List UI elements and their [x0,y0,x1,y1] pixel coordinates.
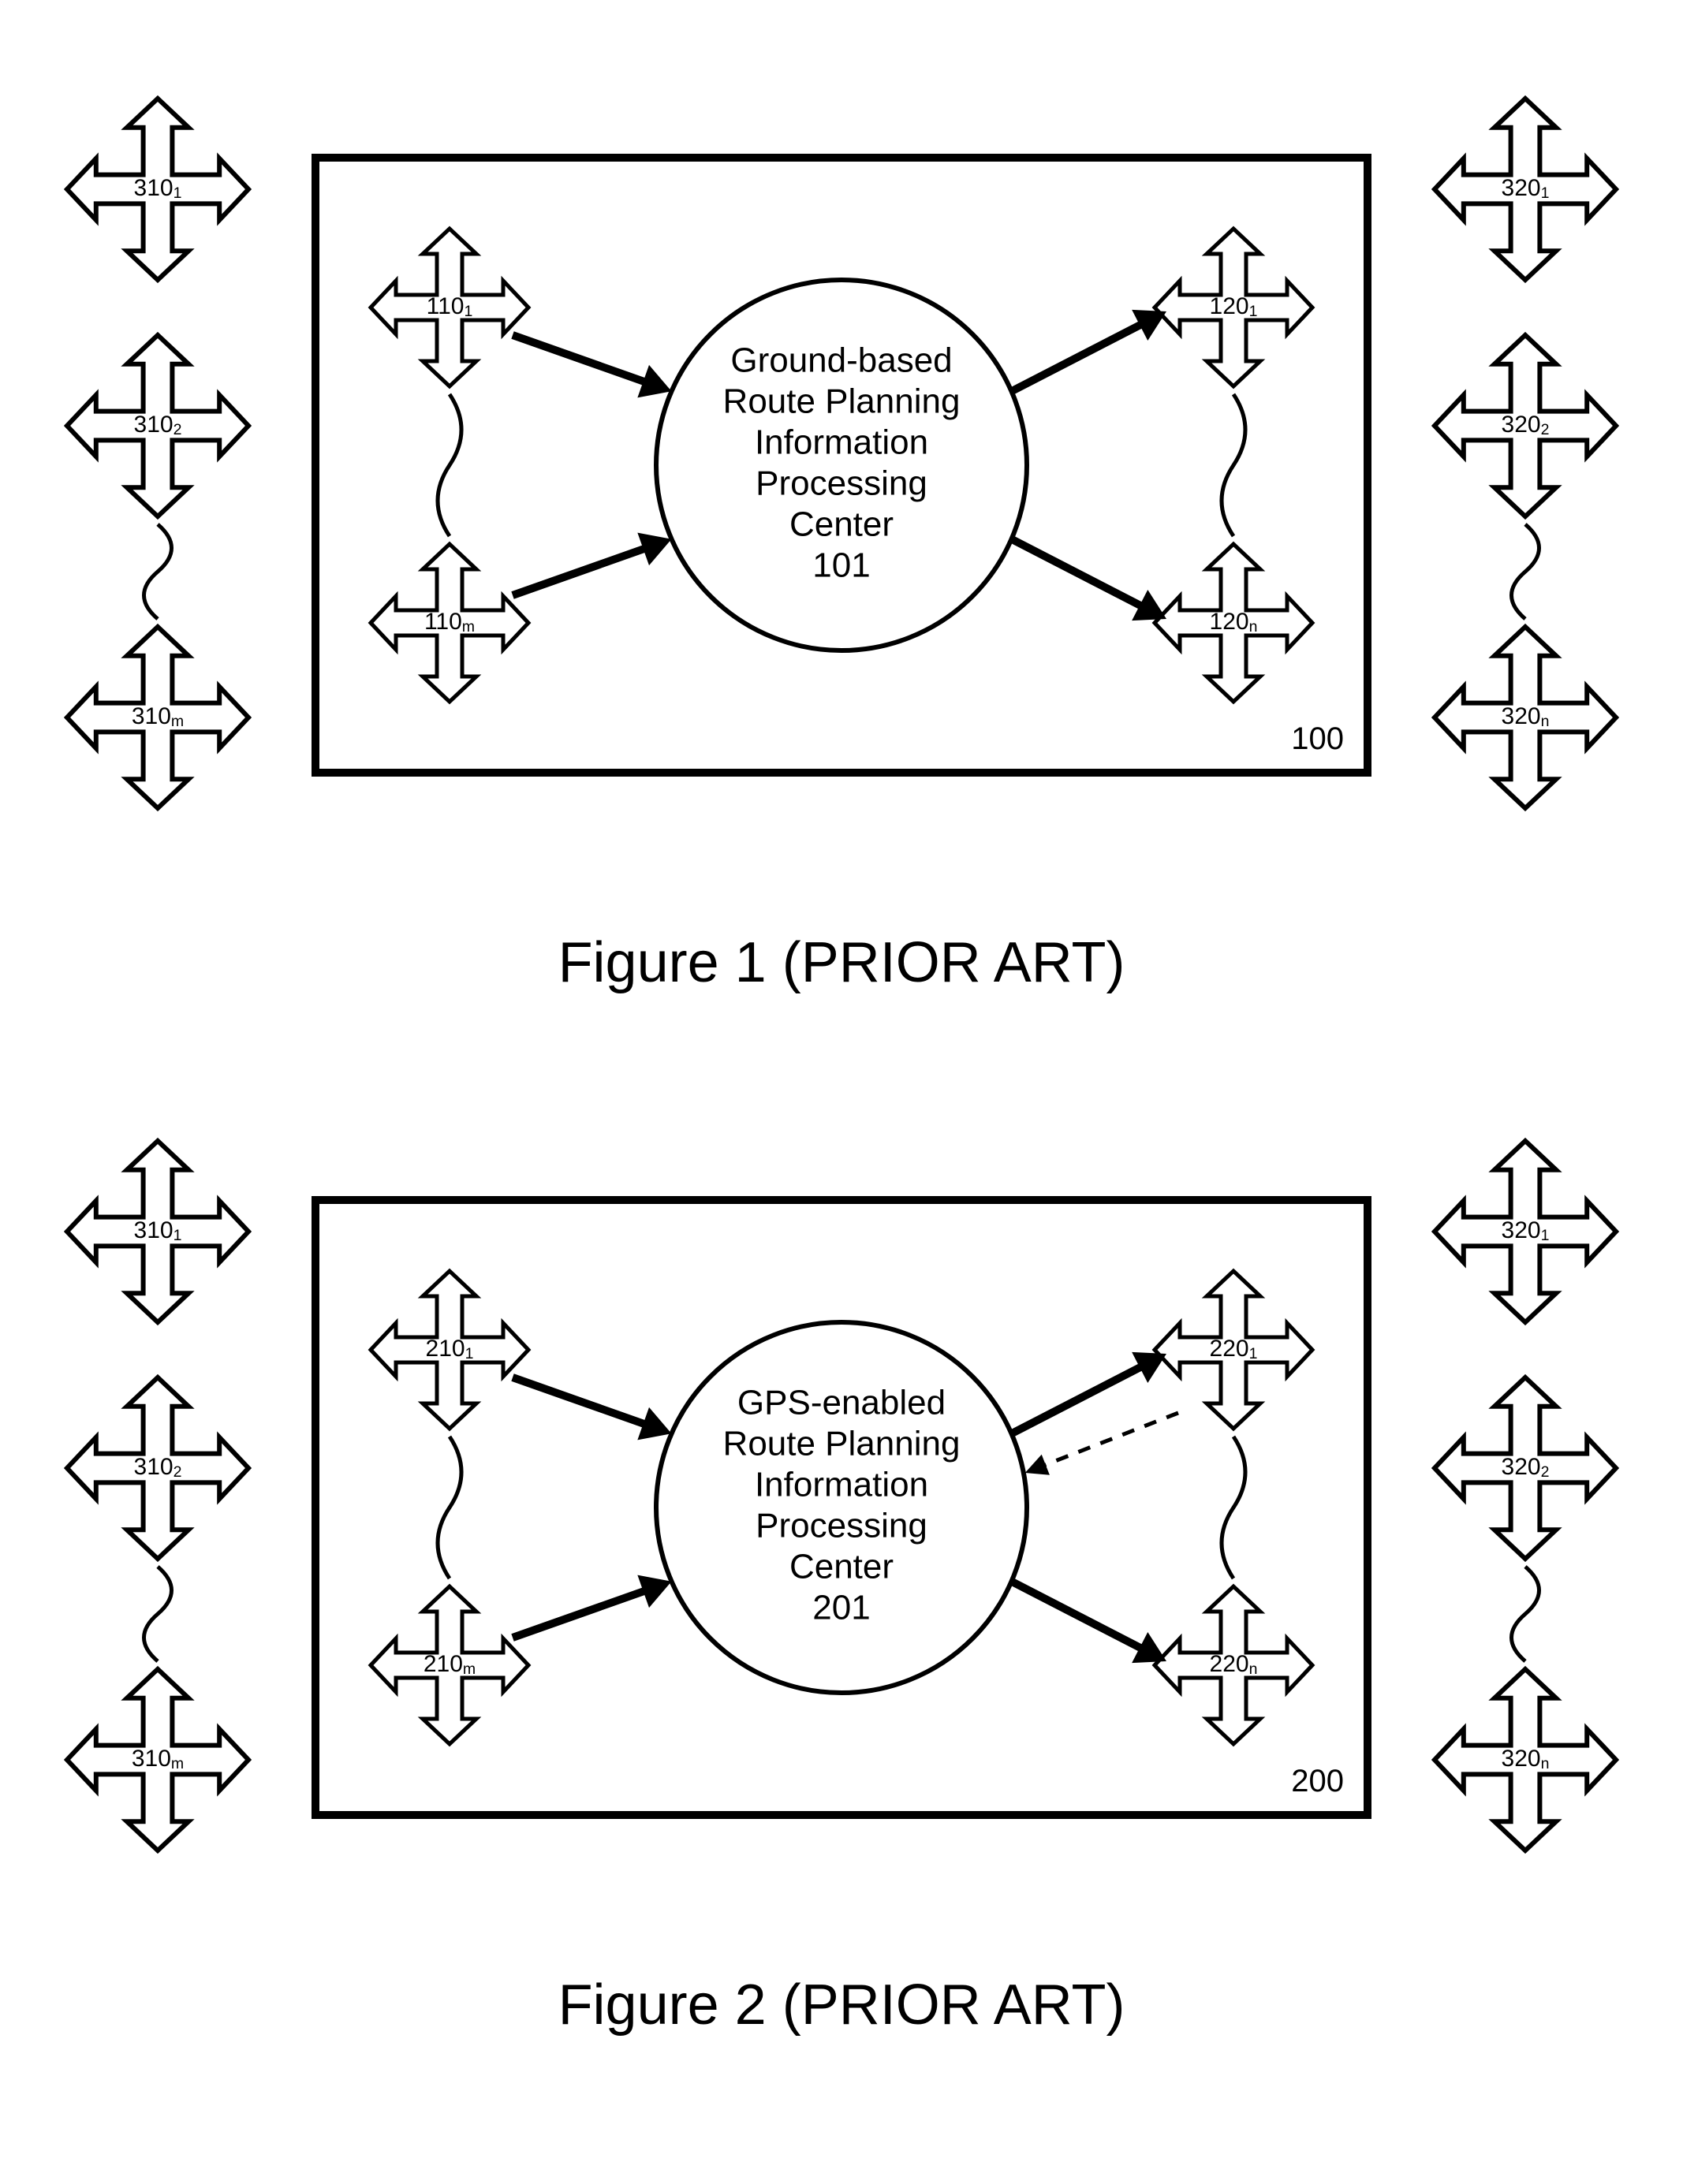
box-label: 200 [1291,1764,1344,1798]
center-text: Processing [756,1507,927,1545]
center-text: Ground-based [730,341,952,380]
squiggle [1512,1567,1539,1661]
center-text: Route Planning [723,1425,961,1463]
center-id: 201 [812,1589,870,1627]
figure-caption: Figure 1 (PRIOR ART) [32,930,1651,995]
outer-compass-left: 310m [67,627,248,808]
outer-compass-left: 310m [67,1669,248,1850]
outer-compass-right: 320n [1435,627,1616,808]
outer-compass-left: 3101 [67,99,248,280]
center-text: Information [755,1466,928,1504]
center-text: Route Planning [723,382,961,421]
squiggle [144,1567,172,1661]
squiggle [1512,524,1539,619]
box-label: 100 [1291,721,1344,756]
outer-compass-right: 3202 [1435,335,1616,516]
center-id: 101 [812,546,870,585]
outer-compass-left: 3102 [67,335,248,516]
squiggle [144,524,172,619]
center-text: Center [789,505,894,544]
center-text: Center [789,1548,894,1586]
fig2: 31013102310m32013202320n2002101210m22012… [32,1074,1651,1941]
center-text: Information [755,423,928,462]
center-text: Processing [756,464,927,503]
outer-compass-right: 320n [1435,1669,1616,1850]
center-text: GPS-enabled [737,1384,946,1422]
fig1: 31013102310m32013202320n1001101110m12011… [32,32,1651,899]
outer-compass-right: 3201 [1435,99,1616,280]
figure-block: 31013102310m32013202320n2002101210m22012… [32,1074,1651,2037]
outer-compass-left: 3102 [67,1377,248,1559]
outer-compass-right: 3201 [1435,1141,1616,1322]
outer-compass-right: 3202 [1435,1377,1616,1559]
outer-compass-left: 3101 [67,1141,248,1322]
figure-block: 31013102310m32013202320n1001101110m12011… [32,32,1651,995]
figure-caption: Figure 2 (PRIOR ART) [32,1973,1651,2037]
